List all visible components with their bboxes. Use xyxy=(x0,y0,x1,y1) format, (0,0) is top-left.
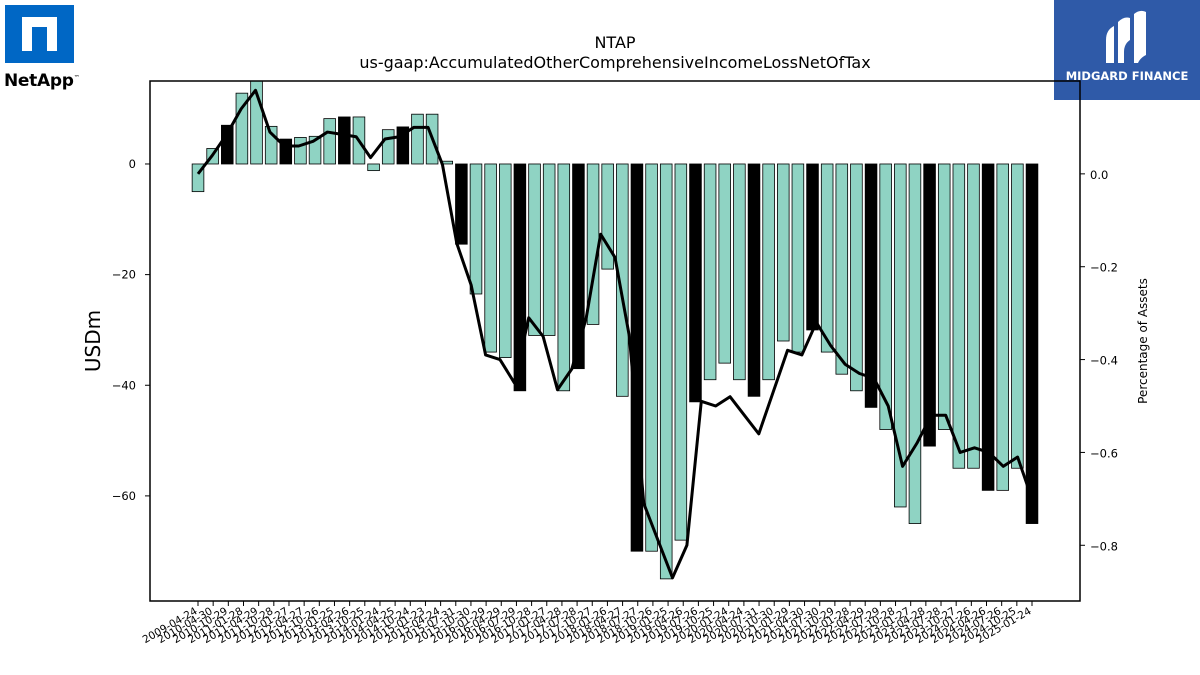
bar xyxy=(235,92,249,165)
y2-tick-label: −0.2 xyxy=(1090,261,1118,275)
bar xyxy=(908,163,922,524)
bar xyxy=(703,163,717,381)
bar xyxy=(733,163,746,381)
y2-tick-label: 0.0 xyxy=(1090,168,1108,182)
netapp-logo: NetApp™ xyxy=(4,4,84,94)
midgard-monogram-icon xyxy=(1106,10,1146,63)
netapp-logo-mark-icon xyxy=(5,5,74,63)
bar xyxy=(952,163,966,469)
y-axis-right: 0.0 −0.2 −0.4 −0.6 −0.8 xyxy=(1080,168,1118,553)
bar xyxy=(264,125,278,165)
bar xyxy=(513,163,527,392)
netapp-logo-wordmark: NetApp™ xyxy=(4,71,80,91)
bar xyxy=(308,135,322,165)
bar xyxy=(806,163,819,331)
chart-subtitle: us-gaap:AccumulatedOtherComprehensiveInc… xyxy=(359,53,870,72)
bar xyxy=(484,163,497,353)
bar xyxy=(835,163,849,375)
bar-series xyxy=(191,80,1039,580)
y-tick-label: 0 xyxy=(129,157,136,171)
bar xyxy=(601,163,614,270)
bar xyxy=(294,137,307,165)
bar xyxy=(279,138,293,165)
y-tick-label: −20 xyxy=(112,268,136,282)
bar xyxy=(323,118,336,165)
bar xyxy=(630,163,644,552)
midgard-finance-wordmark: MIDGARD FINANCE xyxy=(1065,69,1189,83)
bar xyxy=(937,163,951,430)
bar xyxy=(996,163,1009,491)
y2-tick-label: −0.6 xyxy=(1090,446,1118,460)
bar xyxy=(689,163,702,403)
bar xyxy=(864,163,878,408)
bar xyxy=(338,116,351,165)
bar xyxy=(191,163,205,193)
bar xyxy=(777,163,790,342)
x-axis: 2009-04-242010-04-302010-10-292011-01-28… xyxy=(141,601,1034,646)
bar xyxy=(455,163,468,245)
bar xyxy=(981,163,995,491)
y2-tick-label: −0.8 xyxy=(1090,539,1118,553)
bar xyxy=(762,163,775,381)
bar xyxy=(1025,163,1039,524)
bar xyxy=(674,163,688,541)
bar xyxy=(499,163,512,358)
y-axis-label: USDm xyxy=(81,310,105,372)
bar xyxy=(1011,163,1024,469)
bar xyxy=(396,126,410,165)
bar xyxy=(923,163,936,447)
bar xyxy=(411,113,424,165)
y-axis-left: 0 −20 −40 −60 xyxy=(112,157,150,503)
bar xyxy=(820,163,834,353)
bar xyxy=(718,163,731,364)
percentage-of-assets-line xyxy=(196,88,1034,580)
chart-title: NTAP xyxy=(594,33,635,52)
bar xyxy=(469,163,483,295)
bar xyxy=(367,163,380,172)
bar xyxy=(528,163,541,336)
bar xyxy=(879,163,892,430)
bar xyxy=(894,163,907,508)
bar xyxy=(572,163,585,370)
bar xyxy=(850,163,863,392)
y-tick-label: −40 xyxy=(112,378,136,392)
y2-tick-label: −0.4 xyxy=(1090,354,1118,368)
bar xyxy=(381,129,395,165)
midgard-finance-logo: MIDGARD FINANCE xyxy=(1054,0,1200,100)
trademark-mark: ™ xyxy=(73,74,80,82)
bar xyxy=(747,163,761,397)
y2-axis-label: Percentage of Assets xyxy=(1136,278,1150,404)
bar xyxy=(967,163,980,469)
plot-frame xyxy=(149,80,1081,602)
bar xyxy=(645,163,658,552)
bar xyxy=(557,163,571,392)
bar xyxy=(659,163,673,580)
y-tick-label: −60 xyxy=(112,489,136,503)
bar xyxy=(542,163,556,336)
bar xyxy=(791,163,805,353)
bar xyxy=(616,163,629,397)
